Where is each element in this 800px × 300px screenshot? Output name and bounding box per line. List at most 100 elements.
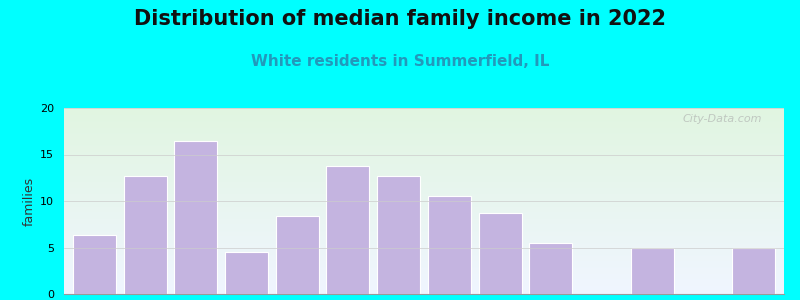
Bar <box>64 236 784 237</box>
Bar <box>64 111 784 112</box>
Bar <box>64 184 784 185</box>
Bar <box>64 203 784 204</box>
Bar <box>64 255 784 256</box>
Bar <box>64 274 784 275</box>
Bar <box>64 117 784 118</box>
Bar <box>64 146 784 147</box>
Bar <box>64 261 784 262</box>
Bar <box>64 158 784 159</box>
Bar <box>64 248 784 249</box>
Bar <box>64 216 784 217</box>
Bar <box>64 285 784 286</box>
Bar <box>64 214 784 215</box>
Bar <box>64 133 784 134</box>
Bar <box>64 253 784 254</box>
Bar <box>64 288 784 289</box>
Bar <box>64 254 784 255</box>
Bar <box>64 130 784 131</box>
Bar <box>64 266 784 267</box>
Bar <box>64 227 784 228</box>
Bar <box>64 119 784 120</box>
Bar <box>64 207 784 208</box>
Bar <box>64 224 784 225</box>
Bar <box>64 215 784 216</box>
Bar <box>64 264 784 265</box>
Bar <box>64 186 784 187</box>
Bar <box>64 120 784 121</box>
Bar <box>64 284 784 285</box>
Bar <box>64 161 784 162</box>
Bar <box>64 246 784 247</box>
Bar <box>64 199 784 200</box>
Bar <box>64 260 784 261</box>
Bar <box>64 278 784 279</box>
Bar <box>64 124 784 125</box>
Bar <box>64 131 784 132</box>
Bar <box>64 174 784 175</box>
Bar <box>428 196 471 294</box>
Bar <box>64 217 784 218</box>
Bar <box>64 241 784 242</box>
Bar <box>64 142 784 143</box>
Bar <box>64 172 784 173</box>
Bar <box>64 257 784 258</box>
Bar <box>64 287 784 288</box>
Bar <box>64 291 784 292</box>
Bar <box>64 143 784 144</box>
Bar <box>64 213 784 214</box>
Bar <box>64 219 784 220</box>
Bar <box>276 216 318 294</box>
Bar <box>64 150 784 151</box>
Bar <box>64 210 784 211</box>
Bar <box>64 228 784 229</box>
Bar <box>64 202 784 203</box>
Bar <box>64 185 784 186</box>
Bar <box>64 209 784 210</box>
Bar <box>64 137 784 138</box>
Bar <box>64 170 784 171</box>
Bar <box>64 220 784 221</box>
Bar <box>64 179 784 180</box>
Bar <box>64 134 784 135</box>
Bar <box>64 256 784 257</box>
Bar <box>64 200 784 201</box>
Bar <box>64 280 784 281</box>
Bar <box>64 275 784 276</box>
Bar <box>64 135 784 136</box>
Bar <box>64 187 784 188</box>
Bar <box>64 178 784 179</box>
Bar <box>64 286 784 287</box>
Bar <box>64 183 784 184</box>
Bar <box>64 164 784 165</box>
Bar <box>64 211 784 212</box>
Bar <box>64 171 784 172</box>
Bar <box>64 169 784 170</box>
Bar <box>732 248 775 294</box>
Bar <box>64 112 784 114</box>
Bar <box>64 125 784 126</box>
Bar <box>377 176 420 294</box>
Bar <box>64 196 784 197</box>
Bar <box>64 293 784 294</box>
Bar <box>64 232 784 233</box>
Bar <box>64 188 784 189</box>
Bar <box>64 281 784 282</box>
Bar <box>64 225 784 226</box>
Bar <box>64 279 784 280</box>
Bar <box>174 140 218 294</box>
Bar <box>64 153 784 154</box>
Bar <box>64 181 784 182</box>
Bar <box>64 276 784 277</box>
Bar <box>64 205 784 206</box>
Bar <box>64 147 784 148</box>
Bar <box>64 165 784 166</box>
Bar <box>64 182 784 183</box>
Bar <box>64 263 784 264</box>
Bar <box>64 249 784 250</box>
Bar <box>64 195 784 196</box>
Bar <box>64 109 784 110</box>
Bar <box>64 243 784 244</box>
Bar <box>64 139 784 140</box>
Bar <box>64 250 784 251</box>
Bar <box>478 213 522 294</box>
